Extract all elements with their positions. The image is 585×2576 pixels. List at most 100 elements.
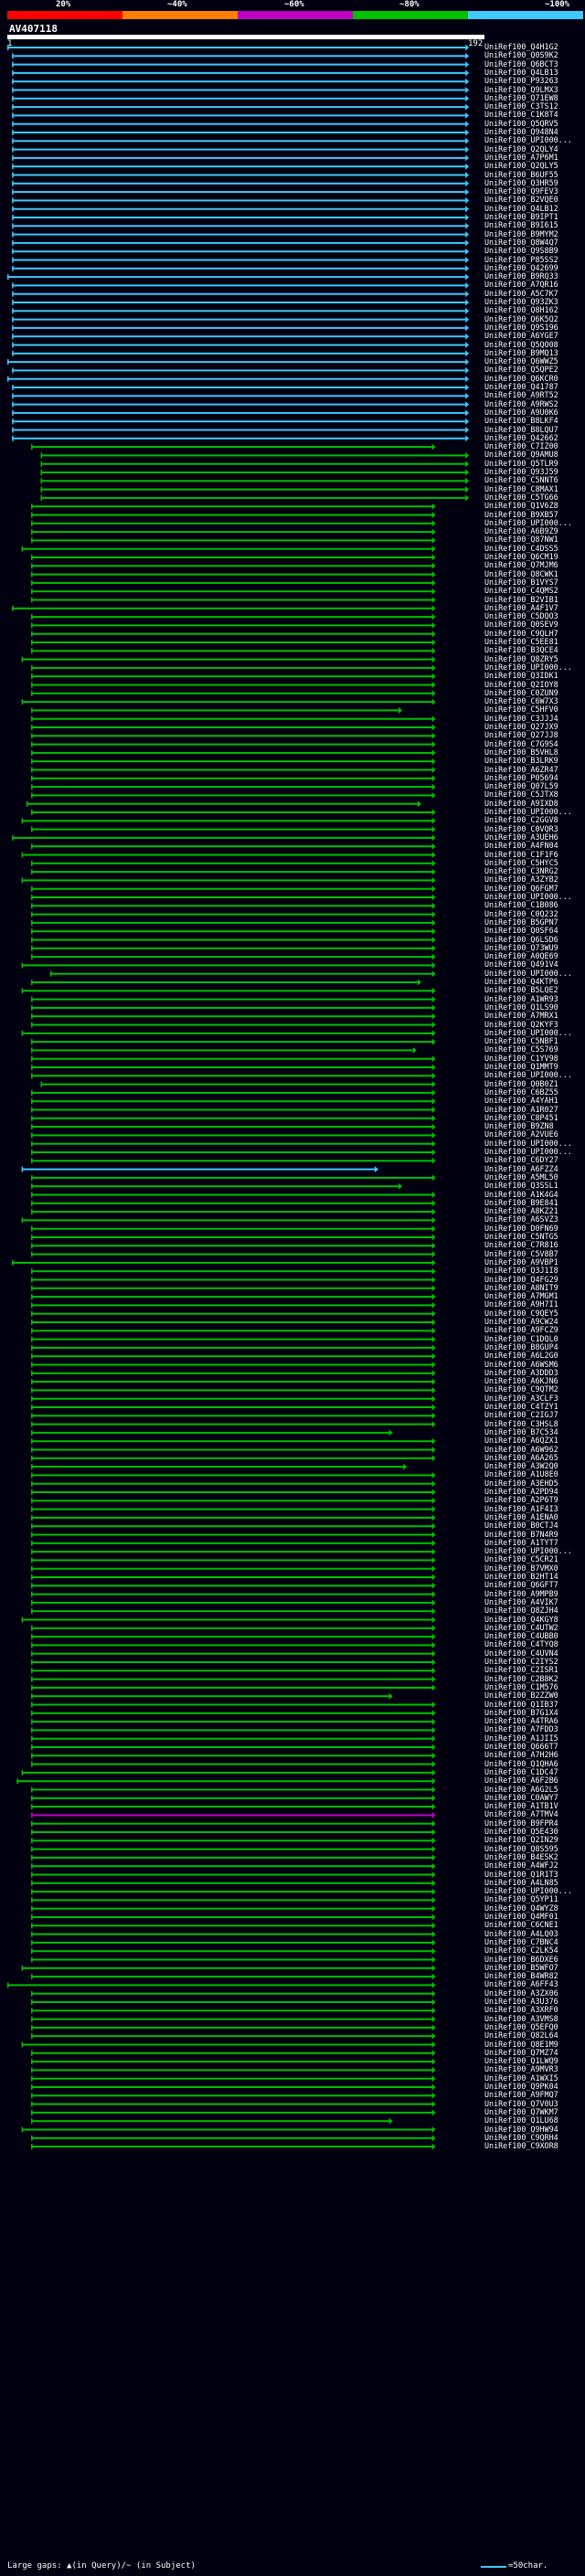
hit-label[interactable]: UniRef100_C1F1F6 bbox=[484, 849, 558, 859]
hit-label[interactable]: UniRef100_A9RT52 bbox=[484, 390, 558, 400]
hit-label[interactable]: UniRef100_C9QLH7 bbox=[484, 628, 558, 638]
hit-label[interactable]: UniRef100_Q4KGY8 bbox=[484, 1614, 558, 1624]
hit-label[interactable]: UniRef100_Q5QPE2 bbox=[484, 365, 558, 375]
hit-label[interactable]: UniRef100_Q1LS90 bbox=[484, 1002, 558, 1012]
hit-label[interactable]: UniRef100_Q93J59 bbox=[484, 467, 558, 476]
hit-label[interactable]: UniRef100_Q9HW94 bbox=[484, 2124, 558, 2134]
hit-label[interactable]: UniRef100_Q666T7 bbox=[484, 1742, 558, 1751]
hit-label[interactable]: UniRef100_Q4KTP6 bbox=[484, 977, 558, 986]
hit-label[interactable]: UniRef100_Q1QHA6 bbox=[484, 1758, 558, 1768]
hit-label[interactable]: UniRef100_UPI000... bbox=[484, 1886, 572, 1896]
hit-label[interactable]: UniRef100_UPI000... bbox=[484, 892, 572, 901]
hit-label[interactable]: UniRef100_C6W7X3 bbox=[484, 696, 558, 706]
hit-label[interactable]: UniRef100_A7QR16 bbox=[484, 280, 558, 290]
hit-label[interactable]: UniRef100_Q1R1T3 bbox=[484, 1869, 558, 1879]
hit-label[interactable]: UniRef100_A0QE69 bbox=[484, 951, 558, 961]
hit-label[interactable]: UniRef100_B5LQE2 bbox=[484, 985, 558, 995]
hit-label[interactable]: UniRef100_Q6LSD6 bbox=[484, 934, 558, 944]
hit-label[interactable]: UniRef100_Q8H162 bbox=[484, 305, 558, 315]
hit-label[interactable]: UniRef100_Q87NW1 bbox=[484, 535, 558, 545]
hit-label[interactable]: UniRef100_Q7MJM6 bbox=[484, 560, 558, 570]
hit-label[interactable]: UniRef100_Q491V4 bbox=[484, 959, 558, 970]
hit-label[interactable]: UniRef100_C0AWY7 bbox=[484, 1792, 558, 1802]
hit-label[interactable]: UniRef100_C5NTG5 bbox=[484, 1232, 558, 1241]
hit-label[interactable]: UniRef100_B4ESK2 bbox=[484, 1851, 558, 1861]
hit-label[interactable]: UniRef100_A6ZR47 bbox=[484, 764, 558, 774]
hit-label[interactable]: UniRef100_C7IZ00 bbox=[484, 441, 558, 451]
hit-label[interactable]: UniRef100_Q8CWK1 bbox=[484, 568, 558, 578]
hit-label[interactable]: UniRef100_Q0B0Z1 bbox=[484, 1078, 558, 1088]
hit-label[interactable]: UniRef100_B5WFO7 bbox=[484, 1962, 558, 1972]
hit-label[interactable]: UniRef100_B2VQE0 bbox=[484, 195, 558, 205]
hit-label[interactable]: UniRef100_A1WXI5 bbox=[484, 2072, 558, 2083]
hit-label[interactable]: UniRef100_A9MPB9 bbox=[484, 1588, 558, 1598]
hit-label[interactable]: UniRef100_B6DXE6 bbox=[484, 1954, 558, 1964]
hit-label[interactable]: UniRef100_Q6KCR0 bbox=[484, 373, 558, 383]
hit-label[interactable]: UniRef100_C5S769 bbox=[484, 1044, 558, 1055]
hit-label[interactable]: UniRef100_A4WFJ2 bbox=[484, 1860, 558, 1871]
hit-label[interactable]: UniRef100_A3ZYB2 bbox=[484, 875, 558, 885]
hit-label[interactable]: UniRef100_P85SS2 bbox=[484, 254, 558, 264]
hit-label[interactable]: UniRef100_A8NIT9 bbox=[484, 1282, 558, 1292]
hit-label[interactable]: UniRef100_A3U376 bbox=[484, 1997, 558, 2006]
hit-label[interactable]: UniRef100_A1K4G4 bbox=[484, 1189, 558, 1199]
hit-label[interactable]: UniRef100_Q9S196 bbox=[484, 322, 558, 332]
hit-label[interactable]: UniRef100_C3JJJ4 bbox=[484, 713, 558, 723]
hit-label[interactable]: UniRef100_A6A265 bbox=[484, 1452, 558, 1462]
hit-label[interactable]: UniRef100_C5JTX8 bbox=[484, 790, 558, 800]
hit-label[interactable]: UniRef100_A7P6M1 bbox=[484, 152, 558, 162]
hit-label[interactable]: UniRef100_UPI000... bbox=[484, 968, 572, 978]
hit-label[interactable]: UniRef100_C9QTM2 bbox=[484, 1384, 558, 1394]
hit-label[interactable]: UniRef100_A1TB1V bbox=[484, 1801, 558, 1811]
hit-label[interactable]: UniRef100_A1R027 bbox=[484, 1104, 558, 1114]
hit-label[interactable]: UniRef100_Q1LWQ9 bbox=[484, 2056, 558, 2066]
hit-label[interactable]: UniRef100_Q7MZ74 bbox=[484, 2047, 558, 2057]
hit-label[interactable]: UniRef100_C5NNT6 bbox=[484, 475, 558, 485]
hit-label[interactable]: UniRef100_Q6FGM7 bbox=[484, 883, 558, 893]
hit-label[interactable]: UniRef100_C0VQR3 bbox=[484, 823, 558, 833]
hit-label[interactable]: UniRef100_B2HT14 bbox=[484, 1572, 558, 1581]
hit-label[interactable]: UniRef100_Q9AMU8 bbox=[484, 450, 558, 460]
hit-label[interactable]: UniRef100_B9E841 bbox=[484, 1197, 558, 1207]
hit-label[interactable]: UniRef100_B7G1X4 bbox=[484, 1707, 558, 1717]
hit-label[interactable]: UniRef100_Q42662 bbox=[484, 432, 558, 442]
hit-label[interactable]: UniRef100_Q41787 bbox=[484, 382, 558, 391]
hit-label[interactable]: UniRef100_Q5QO08 bbox=[484, 339, 558, 349]
hit-label[interactable]: UniRef100_Q0S9K2 bbox=[484, 50, 558, 60]
hit-label[interactable]: UniRef100_C2LK54 bbox=[484, 1945, 558, 1956]
hit-label[interactable]: UniRef100_C5EE81 bbox=[484, 637, 558, 646]
hit-label[interactable]: UniRef100_Q8W4Q7 bbox=[484, 237, 558, 247]
hit-label[interactable]: UniRef100_D0FN69 bbox=[484, 1223, 558, 1233]
hit-label[interactable]: UniRef100_Q7WKM7 bbox=[484, 2106, 558, 2116]
hit-label[interactable]: UniRef100_Q71EW8 bbox=[484, 92, 558, 102]
hit-label[interactable]: UniRef100_Q8E1M9 bbox=[484, 2039, 558, 2049]
hit-label[interactable]: UniRef100_Q2KYF3 bbox=[484, 1019, 558, 1029]
hit-label[interactable]: UniRef100_C1DQL0 bbox=[484, 1333, 558, 1343]
hit-label[interactable]: UniRef100_A4YAH1 bbox=[484, 1096, 558, 1106]
hit-label[interactable]: UniRef100_B8LQU7 bbox=[484, 424, 558, 434]
hit-label[interactable]: UniRef100_A6SVZ3 bbox=[484, 1214, 558, 1224]
hit-label[interactable]: UniRef100_C6CNE1 bbox=[484, 1920, 558, 1930]
hit-label[interactable]: UniRef100_Q8ZRY5 bbox=[484, 653, 558, 663]
hit-label[interactable]: UniRef100_C0Q232 bbox=[484, 908, 558, 918]
hit-label[interactable]: UniRef100_Q3HR59 bbox=[484, 177, 558, 187]
hit-label[interactable]: UniRef100_C4TYQ8 bbox=[484, 1639, 558, 1649]
hit-label[interactable]: UniRef100_C9QRH4 bbox=[484, 2132, 558, 2142]
hit-label[interactable]: UniRef100_C0ZUN9 bbox=[484, 687, 558, 697]
hit-label[interactable]: UniRef100_C2IGJ7 bbox=[484, 1410, 558, 1420]
hit-label[interactable]: UniRef100_A1ENA0 bbox=[484, 1511, 558, 1521]
hit-label[interactable]: UniRef100_A6W962 bbox=[484, 1444, 558, 1454]
hit-label[interactable]: UniRef100_C7BNC4 bbox=[484, 1936, 558, 1946]
hit-label[interactable]: UniRef100_A9U0K6 bbox=[484, 407, 558, 417]
hit-label[interactable]: UniRef100_B8GUP4 bbox=[484, 1341, 558, 1352]
hit-label[interactable]: UniRef100_A3CLF3 bbox=[484, 1393, 558, 1403]
hit-label[interactable]: UniRef100_B9I615 bbox=[484, 220, 558, 230]
hit-label[interactable]: UniRef100_UPI000... bbox=[484, 662, 572, 672]
hit-label[interactable]: UniRef100_Q42699 bbox=[484, 262, 558, 272]
hit-label[interactable]: UniRef100_A1WR93 bbox=[484, 993, 558, 1003]
hit-label[interactable]: UniRef100_B2VIB1 bbox=[484, 594, 558, 604]
hit-label[interactable]: UniRef100_Q6K5Q2 bbox=[484, 313, 558, 323]
hit-label[interactable]: UniRef100_C8P451 bbox=[484, 1112, 558, 1122]
hit-label[interactable]: UniRef100_A2VUE6 bbox=[484, 1129, 558, 1140]
hit-label[interactable]: UniRef100_Q9LMX3 bbox=[484, 84, 558, 94]
